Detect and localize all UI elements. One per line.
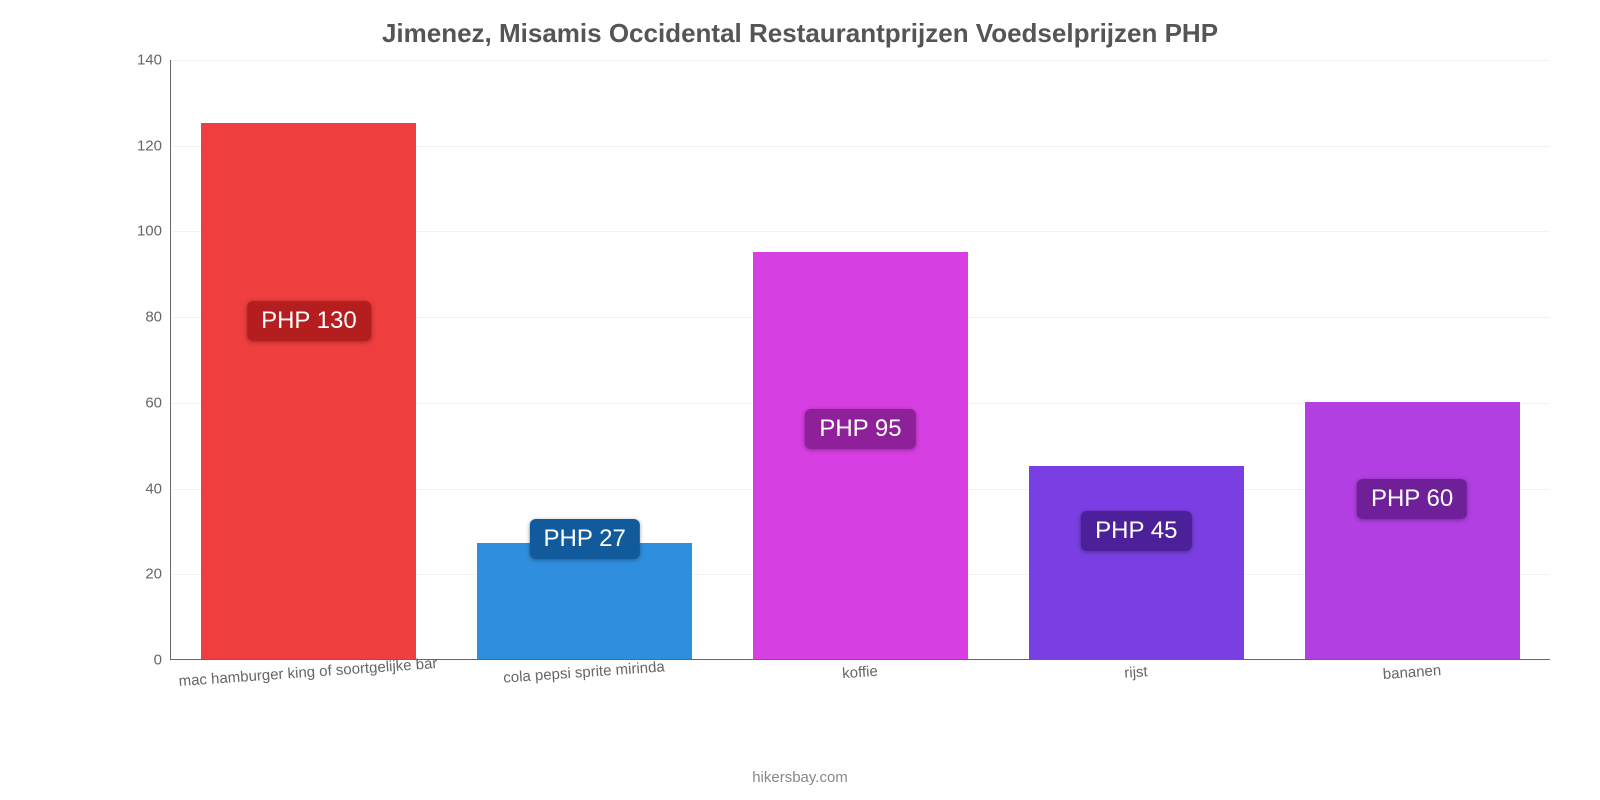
bar-slot: PHP 60	[1274, 60, 1550, 659]
ytick-140: 140	[112, 52, 162, 69]
bar-rijst: PHP 45	[1029, 466, 1244, 659]
bar-hamburger: PHP 130	[201, 123, 416, 659]
plot-area: PHP 130 PHP 27 PHP 95 PHP 45 PHP 60	[170, 60, 1550, 660]
bar-slot: PHP 130	[171, 60, 447, 659]
bar-value-label: PHP 27	[530, 519, 640, 559]
ytick-20: 20	[112, 566, 162, 583]
bar-cola: PHP 27	[477, 543, 692, 659]
ytick-120: 120	[112, 137, 162, 154]
bar-slot: PHP 27	[447, 60, 723, 659]
ytick-40: 40	[112, 480, 162, 497]
bar-slot: PHP 45	[998, 60, 1274, 659]
bar-value-label: PHP 60	[1357, 479, 1467, 519]
bars-row: PHP 130 PHP 27 PHP 95 PHP 45 PHP 60	[171, 60, 1550, 659]
bar-bananen: PHP 60	[1305, 402, 1520, 659]
ytick-0: 0	[112, 652, 162, 669]
bar-koffie: PHP 95	[753, 252, 968, 659]
bar-value-label: PHP 130	[247, 301, 371, 341]
chart-title: Jimenez, Misamis Occidental Restaurantpr…	[0, 0, 1600, 59]
chart-container: 0 20 40 60 80 100 120 140 PHP 130 PHP 27…	[110, 60, 1550, 700]
attribution: hikersbay.com	[0, 769, 1600, 786]
ytick-60: 60	[112, 394, 162, 411]
bar-value-label: PHP 95	[805, 409, 915, 449]
x-axis-labels: mac hamburger king of soortgelijke bar c…	[170, 664, 1550, 681]
ytick-80: 80	[112, 309, 162, 326]
bar-value-label: PHP 45	[1081, 511, 1191, 551]
ytick-100: 100	[112, 223, 162, 240]
bar-slot: PHP 95	[723, 60, 999, 659]
